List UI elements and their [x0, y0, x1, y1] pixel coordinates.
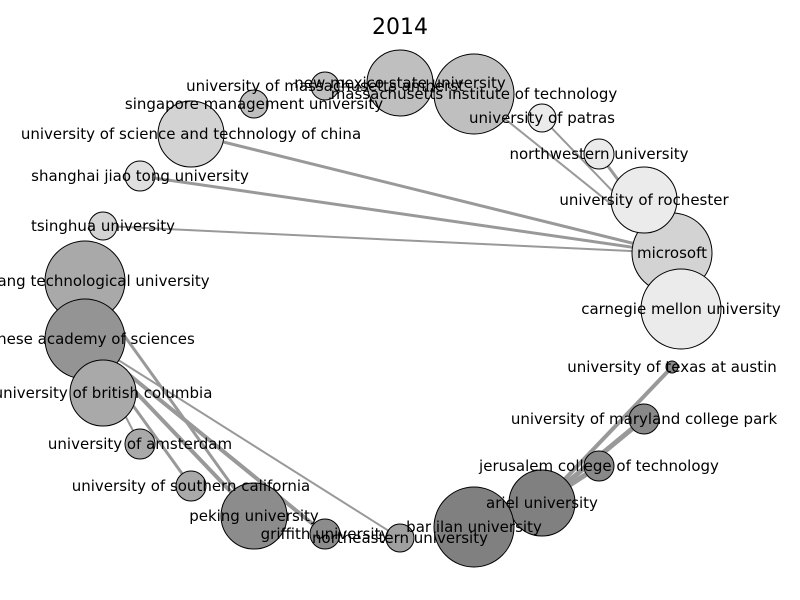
edge-cas-northeastern	[84, 338, 401, 539]
node-label-griffith: griffith university	[261, 525, 390, 543]
node-rochester	[610, 166, 678, 234]
node-label-umd: university of maryland college park	[511, 410, 778, 428]
node-ustc	[157, 100, 225, 168]
node-umass	[310, 71, 340, 101]
edge-microsoft-sjtu	[139, 174, 673, 255]
node-northeastern	[385, 523, 415, 553]
node-patras	[527, 103, 557, 133]
node-label-microsoft: microsoft	[637, 244, 707, 262]
node-utaustin	[665, 360, 679, 374]
node-label-barilan: bar ilan university	[406, 518, 542, 536]
node-label-cas: chinese academy of sciences	[0, 330, 195, 348]
node-smu	[239, 89, 269, 119]
node-label-tsinghua: tsinghua university	[31, 217, 175, 235]
node-new_mexico	[366, 49, 434, 117]
node-label-new_mexico: new mexico state university	[294, 74, 506, 92]
node-griffith	[309, 518, 341, 550]
node-mit	[433, 53, 515, 135]
node-label-ubc: university of british columbia	[0, 384, 212, 402]
node-label-ariel: ariel university	[486, 494, 598, 512]
node-label-usc: university of southern california	[72, 477, 310, 495]
node-amsterdam	[124, 428, 156, 460]
node-peking	[220, 482, 288, 550]
node-label-cmu: carnegie mellon university	[581, 300, 781, 318]
graph-title: 2014	[372, 15, 428, 40]
node-label-sjtu: shanghai jiao tong university	[31, 167, 249, 185]
node-label-patras: university of patras	[469, 109, 615, 127]
node-label-smu: singapore management university	[125, 95, 383, 113]
nodes-layer	[44, 49, 722, 568]
node-label-ntu: nanyang technological university	[0, 272, 210, 290]
node-ariel	[508, 469, 576, 537]
node-label-peking: peking university	[189, 507, 319, 525]
node-barilan	[433, 486, 515, 568]
node-label-utaustin: university of texas at austin	[567, 358, 777, 376]
node-label-ustc: university of science and technology of …	[21, 125, 361, 143]
node-label-umass: university of massachusetts amherst	[186, 77, 464, 95]
node-tsinghua	[88, 211, 118, 241]
node-sjtu	[124, 160, 156, 192]
node-label-mit: massachusetts institute of technology	[331, 85, 618, 103]
node-label-northwestern: northwestern university	[509, 145, 688, 163]
node-label-northeastern: northeastern university	[312, 529, 488, 547]
edge-microsoft-ustc	[190, 132, 673, 255]
node-ubc	[69, 359, 137, 427]
node-cmu	[640, 268, 722, 350]
node-label-jct: jerusalem college of technology	[478, 457, 719, 475]
edge-microsoft-tsinghua	[102, 225, 673, 254]
node-jct	[583, 450, 615, 482]
node-label-amsterdam: university of amsterdam	[48, 435, 232, 453]
node-umd	[628, 403, 660, 435]
node-label-rochester: university of rochester	[559, 191, 729, 209]
node-northwestern	[583, 138, 615, 170]
node-usc	[175, 470, 207, 502]
